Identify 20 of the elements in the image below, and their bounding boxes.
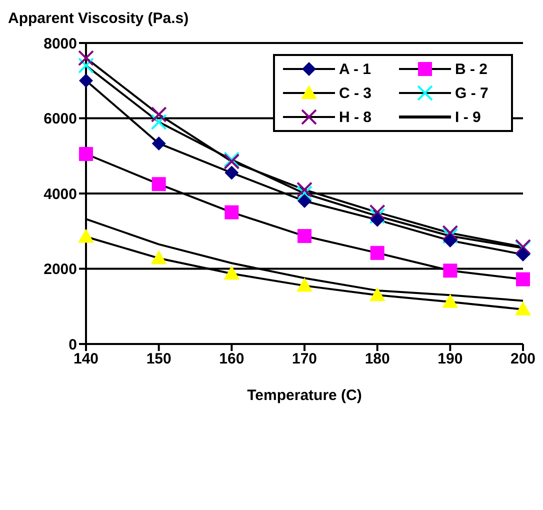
x-tick-label: 180 — [364, 350, 390, 368]
y-tick-label: 0 — [68, 336, 77, 354]
legend-label: I - 9 — [455, 108, 481, 126]
legend-label: B - 2 — [455, 60, 488, 78]
legend-label: H - 8 — [339, 108, 372, 126]
x-tick-label: 170 — [292, 350, 318, 368]
x-axis-title: Temperature (C) — [247, 387, 362, 404]
x-tick-label: 140 — [73, 350, 99, 368]
y-tick-label: 8000 — [44, 35, 77, 52]
legend-label: A - 1 — [339, 60, 371, 78]
y-tick-label: 6000 — [44, 110, 77, 128]
y-tick-label: 2000 — [44, 261, 77, 278]
x-tick-label: 150 — [146, 350, 172, 368]
y-tick-label: 4000 — [44, 186, 77, 203]
legend-label: G - 7 — [455, 84, 488, 102]
legend-label: C - 3 — [339, 84, 372, 102]
x-tick-label: 200 — [510, 350, 536, 368]
x-tick-label: 190 — [438, 350, 463, 368]
y-axis-title: Apparent Viscosity (Pa.s) — [8, 10, 189, 27]
x-tick-label: 160 — [219, 350, 244, 368]
